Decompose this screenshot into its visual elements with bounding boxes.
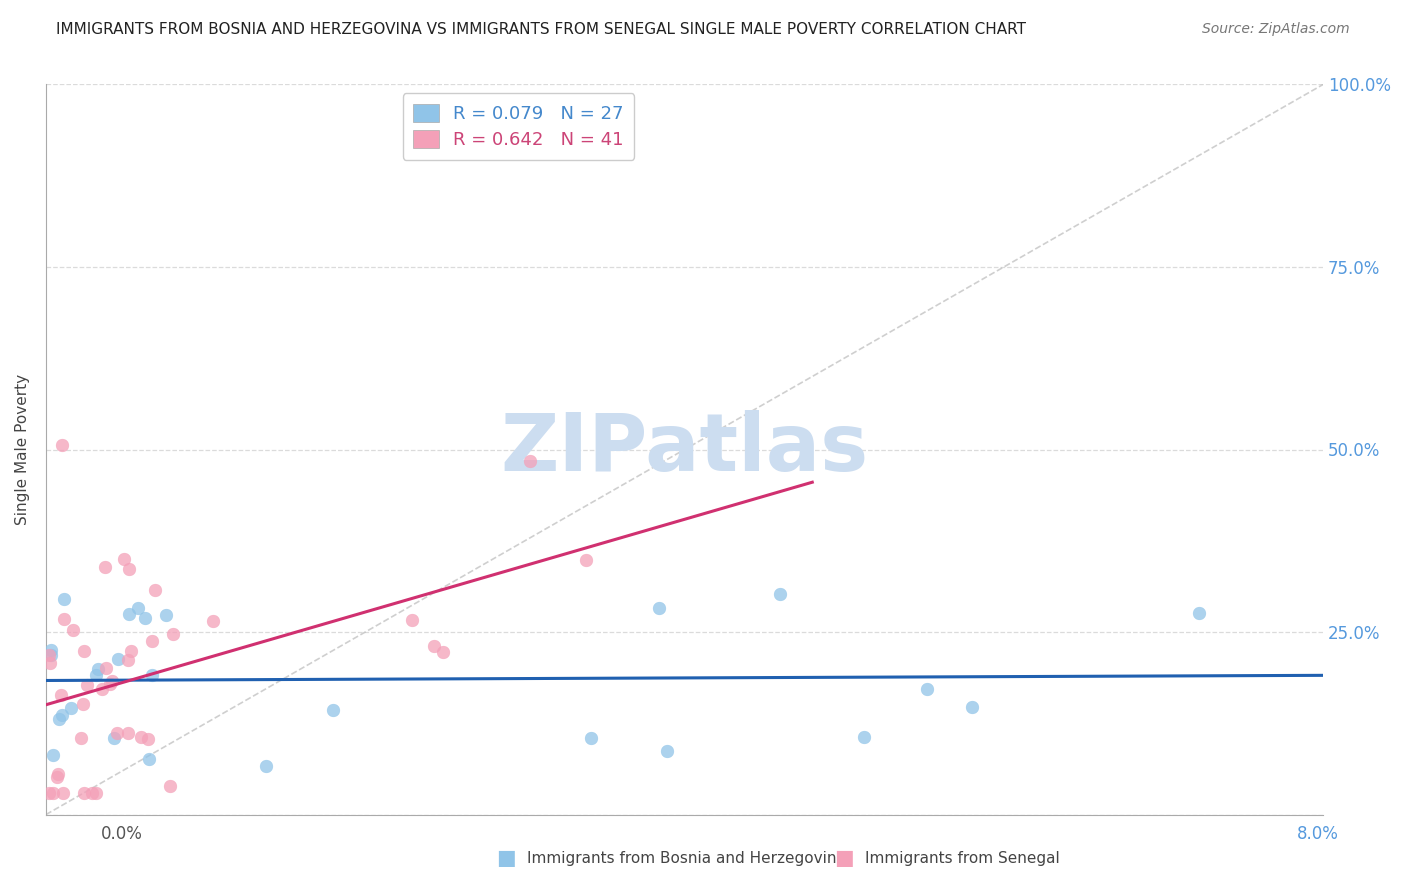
Point	[519, 454, 541, 468]
Point	[38, 656, 60, 670]
Point	[853, 730, 876, 744]
Point	[423, 640, 446, 654]
Point	[432, 645, 454, 659]
Point	[94, 661, 117, 675]
Point	[155, 607, 177, 622]
Point	[107, 651, 129, 665]
Point	[579, 731, 602, 745]
Point	[159, 779, 181, 793]
Point	[73, 644, 96, 658]
Point	[769, 587, 792, 601]
Point	[112, 552, 135, 566]
Point	[118, 562, 141, 576]
Text: ZIPatlas: ZIPatlas	[501, 410, 869, 489]
Point	[120, 644, 142, 658]
Point	[136, 731, 159, 746]
Point	[138, 752, 160, 766]
Point	[62, 623, 84, 637]
Point	[84, 667, 107, 681]
Point	[84, 786, 107, 800]
Point	[38, 648, 60, 662]
Point	[118, 607, 141, 621]
Point	[38, 786, 60, 800]
Point	[80, 786, 103, 800]
Point	[53, 591, 76, 606]
Text: Immigrants from Bosnia and Herzegovina: Immigrants from Bosnia and Herzegovina	[527, 851, 846, 865]
Text: Source: ZipAtlas.com: Source: ZipAtlas.com	[1202, 22, 1350, 37]
Point	[575, 552, 598, 566]
Point	[254, 759, 277, 773]
Point	[134, 611, 156, 625]
Point	[94, 560, 117, 574]
Point	[117, 652, 139, 666]
Point	[39, 642, 62, 657]
Point	[69, 731, 91, 746]
Text: 0.0%: 0.0%	[101, 825, 143, 843]
Point	[117, 726, 139, 740]
Point	[51, 707, 73, 722]
Text: Immigrants from Senegal: Immigrants from Senegal	[865, 851, 1060, 865]
Point	[657, 744, 679, 758]
Point	[46, 767, 69, 781]
Point	[76, 678, 98, 692]
Point	[141, 633, 163, 648]
Point	[39, 648, 62, 662]
Point	[52, 612, 75, 626]
Y-axis label: Single Male Poverty: Single Male Poverty	[15, 374, 30, 525]
Point	[86, 662, 108, 676]
Point	[1188, 607, 1211, 621]
Point	[141, 668, 163, 682]
Point	[52, 786, 75, 800]
Point	[51, 689, 73, 703]
Point	[915, 681, 938, 696]
Point	[46, 771, 69, 785]
Point	[322, 703, 344, 717]
Point	[59, 701, 82, 715]
Point	[202, 614, 225, 628]
Point	[129, 730, 152, 744]
Point	[100, 673, 122, 688]
Point	[647, 600, 669, 615]
Point	[42, 786, 65, 800]
Point	[90, 681, 112, 696]
Point	[73, 786, 96, 800]
Point	[103, 731, 125, 745]
Point	[143, 582, 166, 597]
Point	[127, 600, 149, 615]
Point	[105, 725, 128, 739]
Point	[98, 677, 121, 691]
Point	[51, 437, 73, 451]
Point	[48, 712, 70, 726]
Point	[41, 748, 63, 763]
Point	[72, 697, 94, 711]
Point	[960, 700, 983, 714]
Text: ■: ■	[834, 848, 853, 868]
Point	[162, 627, 184, 641]
Text: IMMIGRANTS FROM BOSNIA AND HERZEGOVINA VS IMMIGRANTS FROM SENEGAL SINGLE MALE PO: IMMIGRANTS FROM BOSNIA AND HERZEGOVINA V…	[56, 22, 1026, 37]
Text: ■: ■	[496, 848, 516, 868]
Text: 8.0%: 8.0%	[1296, 825, 1339, 843]
Legend: R = 0.079   N = 27, R = 0.642   N = 41: R = 0.079 N = 27, R = 0.642 N = 41	[402, 94, 634, 160]
Point	[401, 613, 423, 627]
